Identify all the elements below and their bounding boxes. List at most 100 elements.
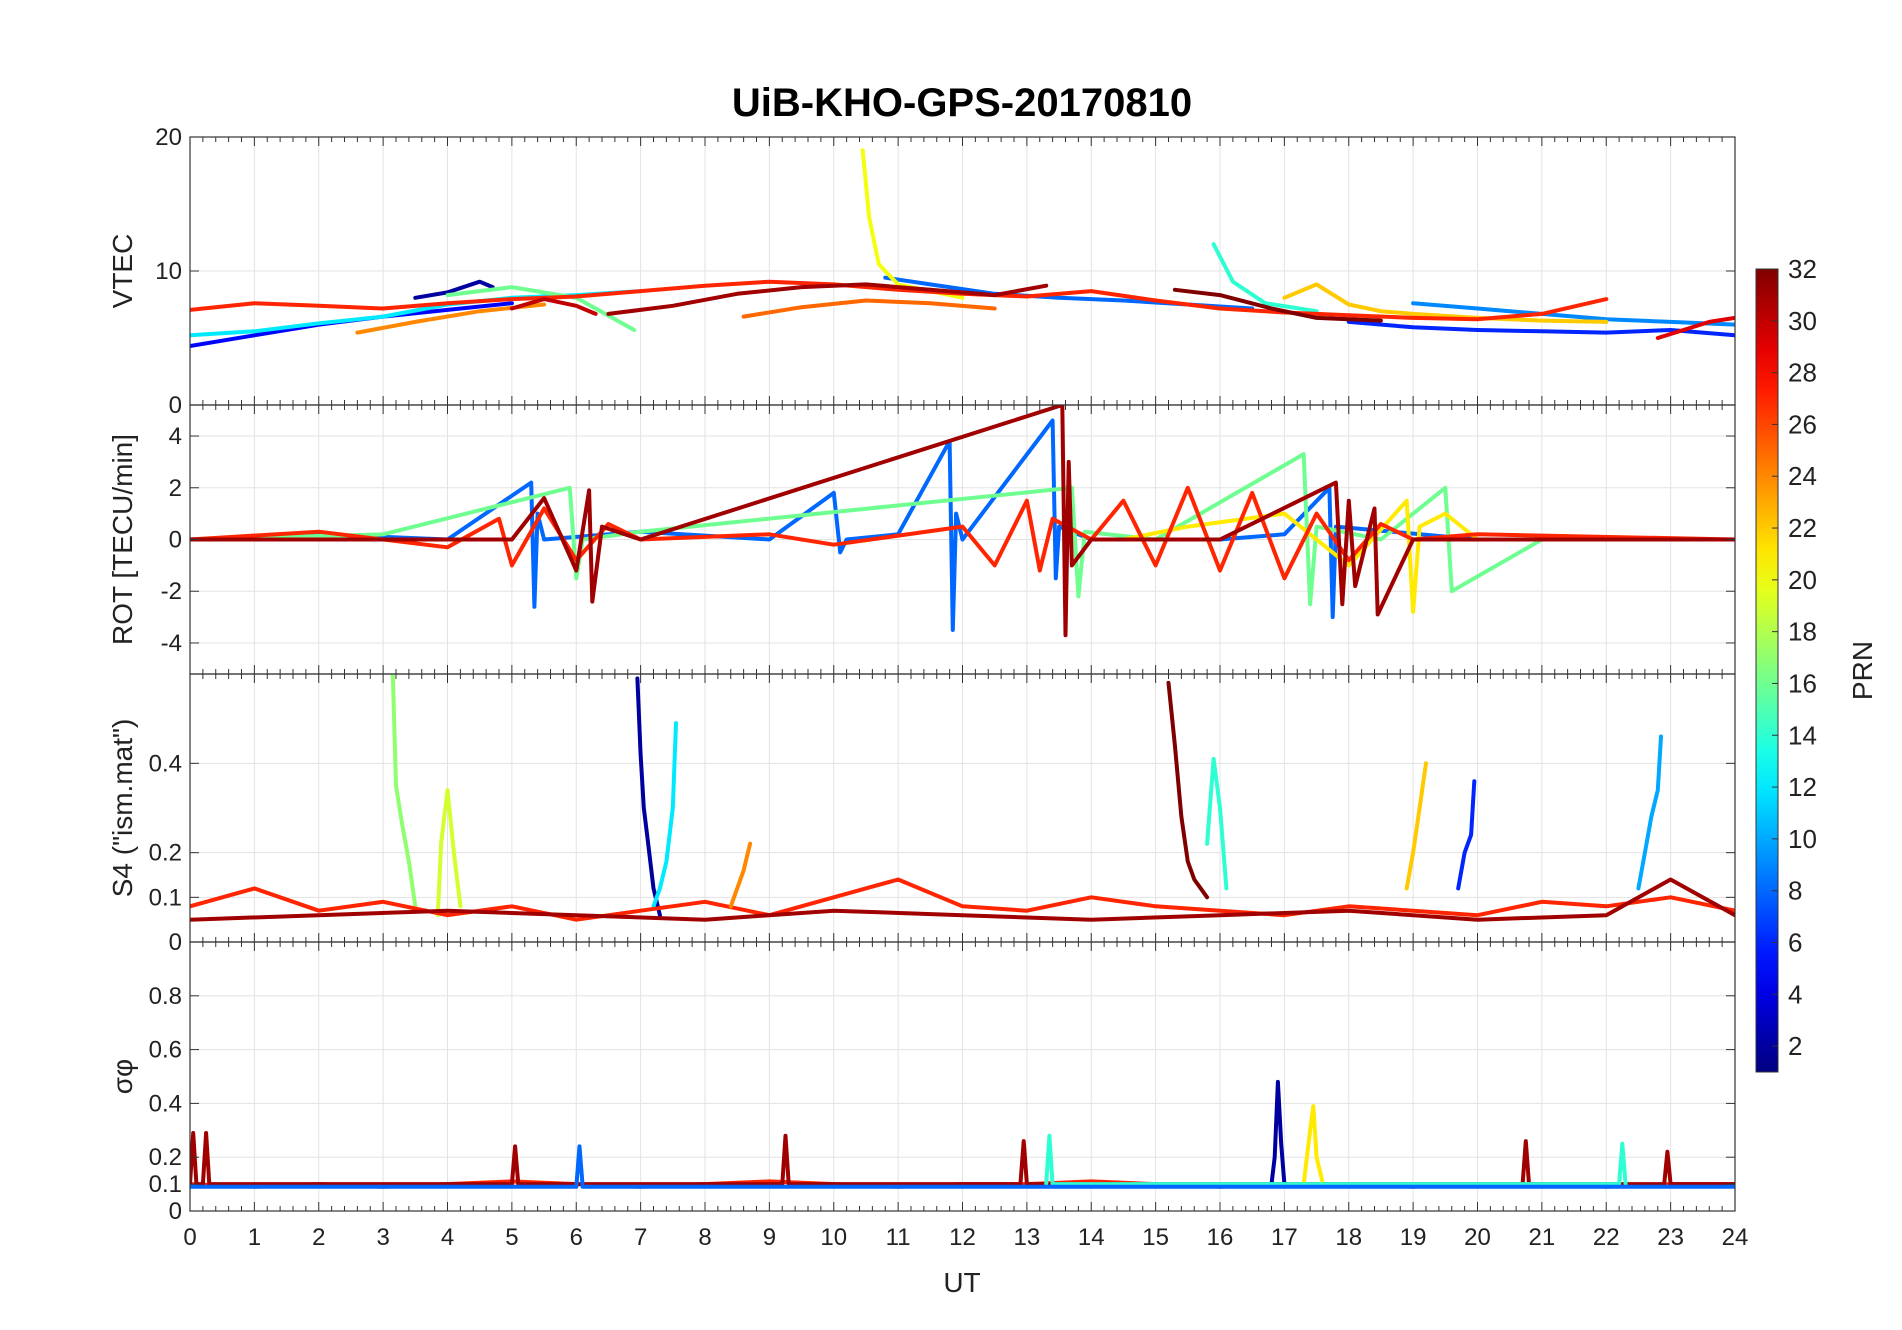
series-line-prn-27 [190,877,1735,922]
x-tick-label: 12 [949,1224,976,1251]
x-tick-label: 16 [1207,1224,1234,1251]
series-line-prn-22 [1404,761,1428,891]
x-tick-label: 7 [634,1224,647,1251]
series-line-prn-25 [741,298,997,319]
colorbar-tick-label: 32 [1788,254,1817,284]
series-group [190,674,1735,922]
y-tick-label: 0 [169,1198,182,1225]
series-line-prn-10 [1636,734,1663,891]
series-line-prn-30 [509,297,598,316]
x-tick-label: 3 [376,1224,389,1251]
colorbar-tick-label: 12 [1788,772,1817,802]
colorbar-tick-label: 22 [1788,513,1817,543]
y-tick-label: 0.6 [149,1037,182,1064]
x-tick-label: 20 [1464,1224,1491,1251]
series-line-prn-31 [190,877,1735,922]
colorbar-tick-label: 26 [1788,409,1817,439]
colorbar-tick-label: 6 [1788,927,1802,957]
series-line-prn-9 [1411,301,1735,327]
series-line-prn-6 [1456,779,1477,891]
colorbar-tick-label: 20 [1788,565,1817,595]
colorbar-tick-label: 16 [1788,668,1817,698]
x-tick-label: 11 [886,1224,911,1251]
y-tick-label: 0.2 [149,1144,182,1171]
y-tick-label: 0.4 [149,750,182,777]
series-line-prn-21 [1121,498,1480,614]
x-axis-label: UT [943,1267,980,1298]
colorbar-tick-label: 2 [1788,1031,1802,1061]
y-tick-label: 0 [169,929,182,956]
series-line-prn-5 [190,301,514,348]
y-axis-label: ROT [TECU/min] [107,434,138,645]
y-tick-label: 0.1 [149,1171,182,1198]
x-tick-label: 15 [1142,1224,1169,1251]
x-tick-label: 2 [312,1224,325,1251]
series-line-prn-16 [445,285,637,332]
x-tick-label: 6 [570,1224,583,1251]
series-line-prn-2 [635,676,662,918]
series-group [190,405,1735,638]
series-group [190,148,1735,348]
y-tick-label: 0 [169,392,182,419]
series-line-prn-20 [860,148,965,300]
y-tick-label: 0.8 [149,983,182,1010]
series-line-prn-31 [190,405,1735,638]
x-tick-label: 0 [183,1224,196,1251]
y-axis-label: VTEC [107,234,138,309]
x-tick-label: 14 [1078,1224,1105,1251]
colorbar-tick-label: 10 [1788,824,1817,854]
y-tick-label: -2 [161,578,182,605]
series-line-prn-31 [606,282,1049,316]
chart-title: UiB-KHO-GPS-20170810 [732,81,1192,125]
x-axis: 0 1 2 3 4 5 6 7 8 9 10 11 12 13 14 15 16 17 18 19 20 21 22 23 24 [183,1224,1748,1251]
series-line-prn-14 [1211,242,1319,314]
series-line-prn-8 [190,1144,1735,1189]
x-tick-label: 13 [1014,1224,1041,1251]
series-line-prn-19 [435,788,463,918]
x-tick-label: 10 [820,1224,847,1251]
y-tick-label: 20 [155,124,182,151]
colorbar-tick-label: 24 [1788,461,1817,491]
y-tick-label: -4 [161,630,182,657]
colorbar-tick-label: 18 [1788,617,1817,647]
panel-4: 00.10.2 0.4 0.6 0.8 σφ [107,941,1736,1225]
series-line-prn-12 [651,721,678,909]
series-line-prn-29 [1655,315,1735,340]
series-line-prn-27 [190,485,1735,581]
x-tick-label: 21 [1529,1224,1556,1251]
panel-2: -4 -2 0 2 4 ROT [TECU/min] [107,404,1736,675]
x-tick-label: 4 [441,1224,454,1251]
y-axis-label: S4 ("ism.mat") [107,719,138,898]
y-tick-label: 0.2 [149,840,182,867]
x-tick-label: 23 [1657,1224,1684,1251]
y-axis-label: σφ [107,1059,138,1094]
x-tick-label: 24 [1722,1224,1749,1251]
x-tick-label: 9 [763,1224,776,1251]
colorbar-tick-label: 30 [1788,306,1817,336]
series-line-prn-32 [1166,680,1210,900]
x-tick-label: 1 [248,1224,261,1251]
series-line-prn-2 [1269,1079,1287,1187]
y-tick-label: 0 [169,527,182,554]
colorbar-label: PRN [1847,641,1878,700]
series-line-prn-6 [1346,319,1735,338]
colorbar-tick-label: 14 [1788,720,1817,750]
colorbar-tick-label: 8 [1788,876,1802,906]
series-line-prn-24 [728,841,753,909]
y-tick-label: 0.4 [149,1090,182,1117]
series-line-prn-22 [1282,282,1609,324]
series-line-prn-14 [1044,1133,1628,1187]
series-line-prn-2 [413,279,495,300]
colorbar-gradient [1755,268,1779,1073]
x-tick-label: 19 [1400,1224,1427,1251]
series-line-prn-32 [1172,287,1383,323]
y-tick-label: 10 [155,258,182,285]
x-tick-label: 18 [1335,1224,1362,1251]
x-tick-label: 17 [1271,1224,1298,1251]
x-tick-label: 8 [698,1224,711,1251]
y-tick-label: 2 [169,475,182,502]
colorbar-tick-label: 28 [1788,358,1817,388]
